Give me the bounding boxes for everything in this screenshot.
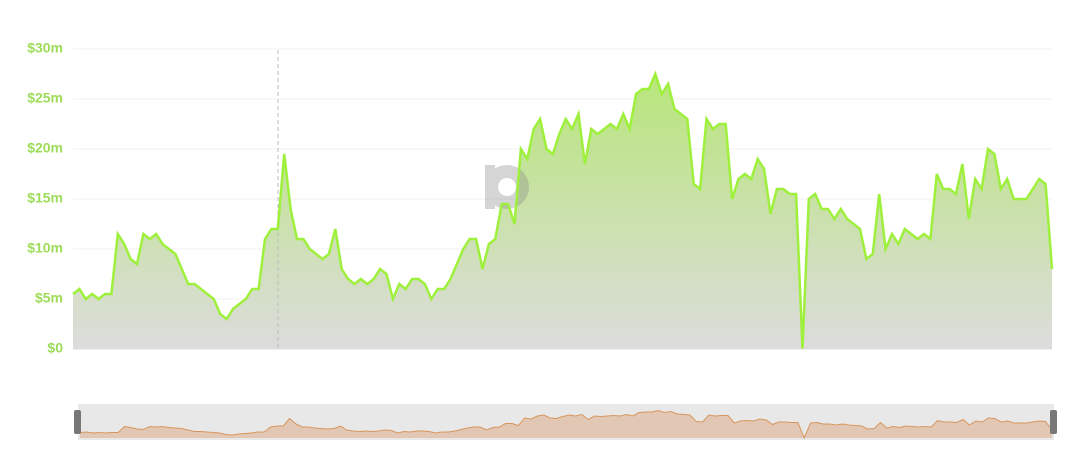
y-tick-label: $5m <box>35 290 63 306</box>
brush-handle[interactable] <box>74 410 81 434</box>
area-fill <box>73 74 1052 349</box>
y-tick-label: $25m <box>27 90 63 106</box>
area-line <box>72 70 1054 350</box>
brush-handle[interactable] <box>1050 410 1057 434</box>
y-tick-label: $30m <box>27 40 63 56</box>
y-tick-label: $20m <box>27 140 63 156</box>
watermark <box>485 165 529 209</box>
y-tick-label: $0 <box>47 340 63 356</box>
y-tick-label: $10m <box>27 240 63 256</box>
brush-area <box>80 410 1052 438</box>
brush-line <box>79 409 1053 440</box>
y-tick-label: $15m <box>27 190 63 206</box>
